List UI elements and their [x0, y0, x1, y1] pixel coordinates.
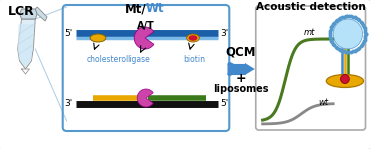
- Text: Acoustic detection: Acoustic detection: [256, 2, 366, 12]
- Polygon shape: [18, 24, 34, 67]
- Text: QCM: QCM: [226, 45, 256, 59]
- Ellipse shape: [90, 34, 106, 42]
- Text: cholesterol: cholesterol: [86, 55, 129, 64]
- Polygon shape: [245, 63, 255, 75]
- Circle shape: [341, 74, 349, 83]
- Text: A/T: A/T: [137, 21, 155, 31]
- Ellipse shape: [326, 74, 364, 87]
- Text: ligase: ligase: [127, 55, 150, 64]
- Text: 3': 3': [64, 100, 73, 108]
- Text: 3': 3': [220, 28, 229, 38]
- Text: 5': 5': [220, 100, 229, 108]
- Polygon shape: [18, 19, 35, 69]
- Text: 5': 5': [64, 28, 73, 38]
- Circle shape: [333, 19, 363, 49]
- FancyBboxPatch shape: [63, 5, 229, 131]
- Polygon shape: [20, 9, 37, 19]
- Text: liposomes: liposomes: [213, 84, 269, 94]
- Wedge shape: [134, 27, 154, 49]
- Polygon shape: [35, 7, 47, 21]
- Wedge shape: [137, 89, 153, 107]
- Text: biotin: biotin: [183, 55, 205, 64]
- Text: wt: wt: [319, 98, 328, 107]
- Text: Mt/: Mt/: [124, 2, 146, 15]
- Text: mt: mt: [304, 28, 315, 37]
- Ellipse shape: [187, 34, 200, 42]
- Text: LCR: LCR: [8, 5, 35, 18]
- Ellipse shape: [189, 35, 197, 41]
- Text: +: +: [236, 73, 246, 86]
- FancyBboxPatch shape: [256, 6, 366, 130]
- Text: Wt: Wt: [146, 2, 165, 15]
